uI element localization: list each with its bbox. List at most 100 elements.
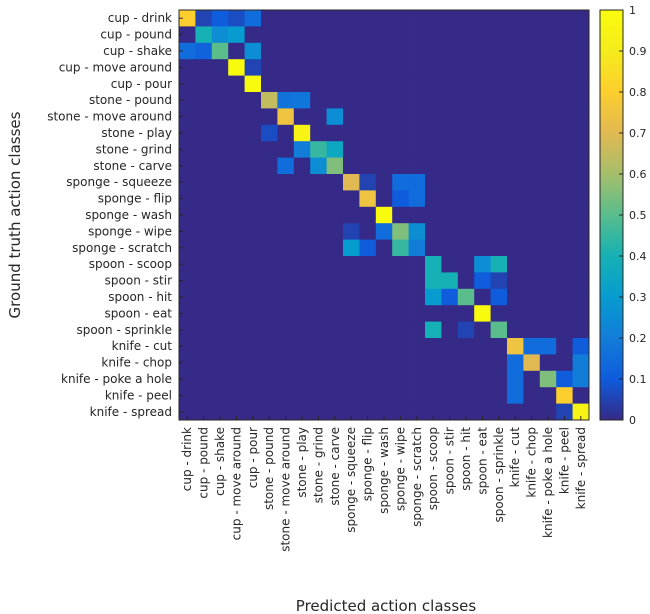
heatmap-cell bbox=[457, 174, 475, 191]
heatmap-cell bbox=[572, 403, 590, 421]
heatmap-cell bbox=[556, 75, 573, 93]
heatmap-cell bbox=[523, 108, 541, 126]
y-tick-label: sponge - squeeze bbox=[66, 175, 172, 189]
x-tick-label: spoon - scoop bbox=[426, 427, 440, 510]
heatmap-cell bbox=[425, 223, 442, 240]
heatmap-cell bbox=[539, 190, 557, 208]
heatmap-cell bbox=[293, 321, 311, 339]
heatmap-cell bbox=[556, 10, 573, 27]
x-tick-label: knife - peel bbox=[557, 427, 571, 494]
x-tick-label: cup - drink bbox=[180, 427, 194, 491]
heatmap-cell bbox=[293, 157, 311, 175]
heatmap-cell bbox=[441, 338, 459, 355]
heatmap-cell bbox=[539, 59, 557, 76]
heatmap-cell bbox=[326, 256, 344, 273]
heatmap-cell bbox=[457, 223, 475, 240]
heatmap-cell bbox=[375, 321, 393, 339]
heatmap-cell bbox=[490, 108, 508, 126]
heatmap-cell bbox=[523, 370, 541, 388]
heatmap-cell bbox=[359, 354, 377, 372]
heatmap-cell bbox=[359, 75, 377, 93]
heatmap-cell bbox=[441, 321, 459, 339]
heatmap-cell bbox=[293, 190, 311, 208]
heatmap-cell bbox=[343, 141, 360, 158]
heatmap-cell bbox=[343, 338, 360, 355]
heatmap-cell bbox=[556, 124, 573, 142]
heatmap-cell bbox=[539, 141, 557, 158]
heatmap-cell bbox=[572, 10, 590, 27]
heatmap-cell bbox=[408, 223, 426, 240]
heatmap-cell bbox=[539, 42, 557, 60]
heatmap-cell bbox=[261, 174, 278, 191]
heatmap-cell bbox=[310, 42, 327, 60]
heatmap-cell bbox=[359, 124, 377, 142]
heatmap-cell bbox=[425, 42, 442, 60]
heatmap-cell bbox=[195, 403, 213, 421]
heatmap-cell bbox=[310, 190, 327, 208]
heatmap-cell bbox=[474, 223, 491, 240]
heatmap-cell bbox=[211, 174, 229, 191]
heatmap-cell bbox=[244, 42, 262, 60]
heatmap-cell bbox=[359, 239, 377, 257]
heatmap-cell bbox=[523, 321, 541, 339]
heatmap-cell bbox=[326, 288, 344, 306]
heatmap-cell bbox=[490, 75, 508, 93]
heatmap-cell bbox=[474, 75, 491, 93]
heatmap-cell bbox=[507, 256, 524, 273]
heatmap-cell bbox=[326, 387, 344, 404]
heatmap-cell bbox=[556, 92, 573, 109]
heatmap-cell bbox=[179, 239, 196, 257]
y-tick-label: spoon - stir bbox=[105, 274, 172, 288]
heatmap-cell bbox=[556, 157, 573, 175]
heatmap-cell bbox=[359, 92, 377, 109]
heatmap-cell bbox=[310, 272, 327, 290]
heatmap-cell bbox=[392, 108, 409, 126]
heatmap-cell bbox=[507, 59, 524, 76]
heatmap-cell bbox=[539, 288, 557, 306]
colorbar-tick-label: 0.6 bbox=[629, 168, 647, 181]
heatmap-cell bbox=[277, 387, 295, 404]
heatmap-cell bbox=[359, 338, 377, 355]
heatmap-cell bbox=[392, 370, 409, 388]
heatmap-cell bbox=[211, 206, 229, 224]
heatmap-cell bbox=[441, 141, 459, 158]
heatmap-cell bbox=[556, 288, 573, 306]
heatmap-cell bbox=[310, 321, 327, 339]
heatmap-cell bbox=[261, 75, 278, 93]
heatmap-cell bbox=[556, 403, 573, 421]
heatmap-cell bbox=[310, 92, 327, 109]
heatmap-cell bbox=[425, 92, 442, 109]
heatmap-cell bbox=[310, 239, 327, 257]
heatmap-cell bbox=[310, 403, 327, 421]
heatmap-cell bbox=[261, 239, 278, 257]
heatmap-cell bbox=[408, 256, 426, 273]
heatmap-cell bbox=[425, 370, 442, 388]
heatmap-cell bbox=[375, 288, 393, 306]
heatmap-cell bbox=[261, 10, 278, 27]
heatmap-cell bbox=[326, 26, 344, 44]
heatmap-cell bbox=[392, 92, 409, 109]
heatmap-cell bbox=[474, 157, 491, 175]
heatmap-cell bbox=[441, 108, 459, 126]
heatmap-cell bbox=[179, 288, 196, 306]
heatmap-cell bbox=[310, 387, 327, 404]
heatmap-cell bbox=[277, 256, 295, 273]
heatmap-cell bbox=[523, 239, 541, 257]
heatmap-cell bbox=[375, 370, 393, 388]
heatmap-cell bbox=[228, 321, 245, 339]
colorbar-ticks: 0 0.1 0.2 0.3 0.4 0.5 0.6 0.7 0.8 0.9 1 bbox=[619, 4, 647, 427]
heatmap-cell bbox=[179, 10, 196, 27]
heatmap-cell bbox=[244, 256, 262, 273]
heatmap-cell bbox=[293, 338, 311, 355]
y-tick-label: sponge - scratch bbox=[72, 241, 172, 255]
heatmap-cell bbox=[572, 354, 590, 372]
x-tick-label: sponge - wipe bbox=[393, 427, 407, 511]
x-tick-label: cup - shake bbox=[213, 427, 227, 496]
heatmap-cell bbox=[359, 272, 377, 290]
heatmap-cell bbox=[228, 256, 245, 273]
heatmap-cell bbox=[392, 272, 409, 290]
heatmap-cell bbox=[539, 92, 557, 109]
heatmap-cell bbox=[211, 190, 229, 208]
heatmap-cell bbox=[572, 75, 590, 93]
heatmap-cell bbox=[425, 305, 442, 322]
